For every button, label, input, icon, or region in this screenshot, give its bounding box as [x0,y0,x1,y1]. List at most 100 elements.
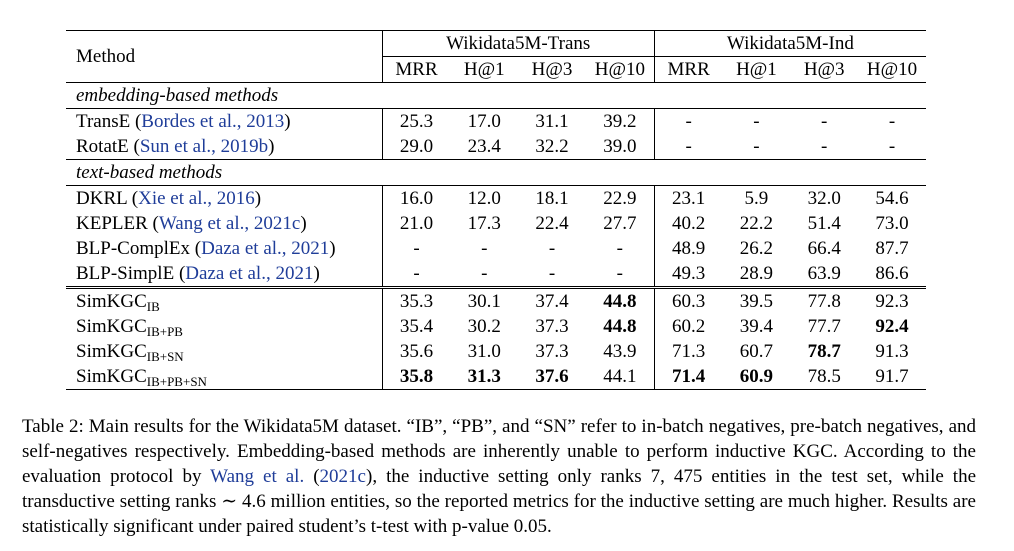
metric-value: 73.0 [875,212,909,234]
table-row: KEPLER (Wang et al., 2021c) 21.0 17.3 22.4 2… [66,211,926,236]
method-label: RotatE [76,135,134,157]
metric-value: 30.2 [467,315,501,337]
metric-value: 40.2 [653,211,723,236]
table-row: DKRL (Xie et al., 2016) 16.0 12.0 18.1 22.9 2… [66,185,926,211]
citation-link[interactable]: Daza et al., 2021 [201,237,330,259]
method-subscript: IB [146,298,160,314]
caption-pval: 0.05 [513,516,548,537]
method-label: BLP-ComplEx [76,237,195,259]
metric-value: - [481,237,488,259]
metric-value: 44.8 [585,286,655,314]
method-subscript: IB+SN [146,348,184,364]
metric-value: 35.6 [381,339,451,364]
metric-value: 77.8 [790,286,859,314]
section-header-row: embedding-based methods [66,82,926,109]
metric-value: 71.4 [653,364,723,390]
metric-value: 49.3 [653,261,723,289]
method-name: DKRL (Xie et al., 2016) [76,187,262,209]
citation-link[interactable]: Xie et al., 2016 [138,187,255,209]
metric-value: 87.7 [875,237,909,259]
metric-value: 91.7 [858,364,926,390]
citation-link[interactable]: Wang et al., 2021c [158,212,301,234]
metric-header: MRR [653,56,723,83]
metric-header: H@3 [790,56,859,83]
method-header: Method [66,30,383,83]
results-table: Method Wikidata5M-Trans Wikidata5M-Ind M… [66,30,926,390]
metric-value: 60.9 [722,364,791,390]
metric-header: H@10 [858,56,926,83]
method-label: SimKGC [76,315,147,337]
metric-value: - [722,134,791,160]
metric-value: 44.1 [585,364,655,390]
caption-mid2: entities in the test set, while the tran… [22,466,977,512]
metric-value: 32.0 [807,187,841,209]
section-title: embedding-based methods [66,82,926,109]
metric-value: 92.3 [858,286,926,314]
metric-value: 35.8 [381,364,451,390]
table-row: BLP-SimplE (Daza et al., 2021) - - - -49.3 28… [66,261,926,289]
metric-value: 5.9 [744,187,769,209]
caption-lead: Table 2: Main results for the Wikidata5M… [22,416,976,487]
metric-header: MRR [381,56,451,83]
metric-value: 29.0 [381,134,451,160]
method-name: SimKGCIB+PB+SN [66,364,383,390]
section-header-row: text-based methods [66,159,926,186]
metric-value: 26.2 [739,237,774,259]
method-name: RotatE (Sun et al., 2019b) [66,134,383,160]
metric-value: 86.6 [858,261,926,289]
metric-value: - [518,261,586,289]
metric-value: 37.6 [518,364,586,390]
method-label: SimKGC [76,290,147,312]
caption-cite-author[interactable]: Wang et al. [210,466,305,487]
metric-value: 21.0 [381,211,451,236]
metric-value: - [753,110,760,132]
caption-cite-year[interactable]: 2021c [319,466,366,487]
metric-value: 22.4 [535,212,569,234]
caption-num1: 7, 475 [650,466,703,487]
metric-value: 48.9 [653,236,723,261]
metric-value: - [381,236,451,261]
metric-value: 66.4 [807,237,841,259]
metric-value: 37.4 [518,286,586,314]
metric-value: 17.0 [467,110,501,132]
metric-value: 27.7 [603,212,637,234]
metric-value: 78.7 [807,340,841,362]
metric-value: 32.2 [518,134,586,160]
citation-link[interactable]: Daza et al., 2021 [185,262,314,284]
table-caption: Table 2: Main results for the Wikidata5M… [22,416,977,537]
method-label: SimKGC [76,340,147,362]
method-subscript: IB+PB [146,323,183,339]
metric-value: - [616,237,623,259]
method-name: BLP-ComplEx (Daza et al., 2021) [76,237,336,259]
metric-value: - [381,261,451,289]
metric-value: - [653,134,723,160]
table-row-ours: SimKGCIB 35.3 30.1 37.4 44.8 60.3 39.5 77.8 92.3 [66,286,926,314]
method-label: KEPLER [76,212,153,234]
metric-value: - [888,110,896,132]
metric-value: 60.7 [739,340,774,362]
citation-link[interactable]: Bordes et al., 2013 [141,110,285,132]
method-label: DKRL [76,187,132,209]
table-row-ours: SimKGCIB+PB+SN 35.8 31.3 37.6 44.1 71.4 60.9 78… [66,364,926,390]
metric-value: 39.4 [739,315,774,337]
metric-value: 71.3 [653,339,723,364]
metric-value: 78.5 [790,364,859,390]
metric-value: 44.8 [603,315,637,337]
caption-num2: 4.6 [242,491,266,512]
metric-value: - [821,110,828,132]
metric-value: - [585,261,655,289]
metric-value: 23.1 [653,185,723,211]
metric-value: 22.9 [603,187,637,209]
metric-value: - [548,237,556,259]
group-header-trans: Wikidata5M-Trans [381,30,655,57]
metric-value: 17.3 [467,212,501,234]
metric-value: 28.9 [722,261,791,289]
method-label: TransE [76,110,135,132]
metric-value: 43.9 [603,340,637,362]
metric-value: 37.3 [535,315,569,337]
metric-value: 16.0 [381,185,451,211]
metric-value: 30.1 [450,286,519,314]
citation-link[interactable]: Sun et al., 2019b [139,135,269,157]
metric-value: 51.4 [807,212,841,234]
caption-sim: ∼ [221,491,238,512]
